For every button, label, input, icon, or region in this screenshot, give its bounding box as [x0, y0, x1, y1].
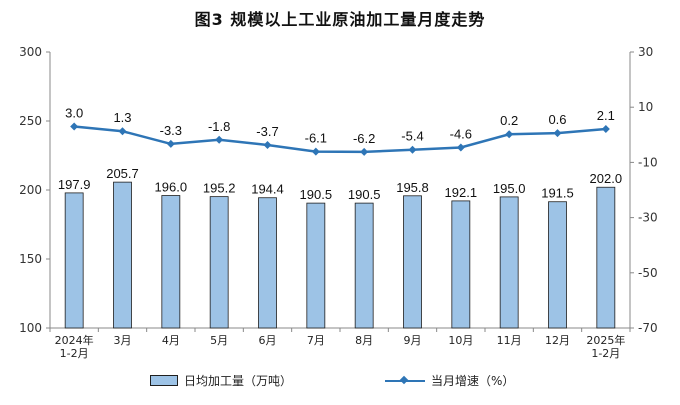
bar-value-label: 195.8: [396, 180, 429, 195]
growth-value-label: -1.8: [208, 119, 230, 134]
growth-marker: [456, 143, 465, 152]
growth-marker: [408, 145, 417, 154]
right-tick-label: -30: [638, 211, 658, 225]
x-tick-label: 9月: [404, 334, 422, 347]
bar: [209, 196, 229, 329]
left-tick-label: 300: [19, 45, 42, 59]
x-tick-label-line: 5月: [210, 334, 228, 347]
right-tick-label: -70: [638, 321, 658, 335]
bar: [258, 197, 277, 329]
legend-line-label: 当月增速（%）: [431, 374, 515, 388]
x-tick-label-line: 11月: [497, 334, 522, 347]
left-tick-label: 250: [19, 114, 42, 128]
x-tick-label: 8月: [355, 334, 373, 347]
bar: [306, 202, 326, 329]
x-tick-label: 12月: [545, 334, 570, 347]
bar-value-label: 194.4: [251, 182, 284, 197]
bar-value-label: 197.9: [58, 177, 91, 192]
right-tick-label: 30: [638, 45, 653, 59]
growth-marker: [70, 122, 79, 131]
x-tick-label-line: 12月: [545, 334, 570, 347]
growth-value-label: -6.1: [305, 131, 327, 146]
legend-line-swatch: [385, 376, 425, 386]
bar-value-label: 205.7: [106, 166, 139, 181]
x-tick-label: 10月: [448, 334, 473, 347]
bar-value-label: 190.5: [348, 187, 381, 202]
growth-marker: [360, 147, 369, 156]
bar-value-label: 192.1: [445, 185, 478, 200]
growth-value-label: -3.7: [256, 124, 278, 139]
left-tick-label: 150: [19, 252, 42, 266]
bar-value-label: 195.2: [203, 181, 236, 196]
left-tick-label: 100: [19, 321, 42, 335]
x-tick-label: 11月: [497, 334, 522, 347]
bar: [354, 202, 374, 329]
bar: [64, 192, 84, 329]
bar-value-label: 195.0: [493, 181, 526, 196]
legend-bar-item: 日均加工量（万吨）: [150, 372, 292, 389]
x-tick-label: 2024年 1-2月: [55, 333, 94, 360]
x-tick-label-line: 10月: [448, 334, 473, 347]
legend-bar-swatch: [150, 375, 178, 386]
growth-value-label: -6.2: [353, 131, 375, 146]
x-tick-label: 3月: [114, 334, 132, 347]
growth-marker: [311, 147, 320, 156]
x-tick-label: 2025年 1-2月: [586, 333, 625, 360]
growth-marker: [553, 129, 562, 138]
x-tick-label-line: 2025年: [586, 333, 625, 347]
x-tick-label-line: 1-2月: [591, 347, 620, 360]
growth-marker: [118, 127, 127, 136]
x-tick-label: 7月: [307, 334, 325, 347]
growth-marker: [215, 135, 224, 144]
bar-value-label: 196.0: [155, 180, 188, 195]
x-tick-label-line: 2024年: [55, 333, 94, 347]
growth-value-label: 2.1: [597, 108, 615, 123]
bar: [161, 195, 181, 329]
x-tick-label-line: 7月: [307, 334, 325, 347]
growth-value-label: -3.3: [160, 123, 182, 138]
growth-value-label: 1.3: [113, 110, 131, 125]
left-tick-label: 200: [19, 183, 42, 197]
bar-value-label: 202.0: [590, 171, 623, 186]
x-tick-label: 6月: [259, 334, 277, 347]
bar: [113, 181, 132, 329]
x-tick-label: 5月: [210, 334, 228, 347]
growth-marker: [601, 125, 610, 134]
growth-line: [74, 125, 606, 154]
x-tick-label-line: 9月: [404, 334, 422, 347]
growth-marker: [166, 139, 175, 148]
growth-marker: [263, 141, 272, 150]
x-tick-label-line: 4月: [162, 334, 180, 347]
right-tick-label: -10: [638, 155, 658, 169]
x-tick-label-line: 8月: [355, 334, 373, 347]
bar: [451, 200, 471, 329]
bar: [403, 195, 422, 329]
right-tick-label: 10: [638, 100, 653, 114]
growth-marker: [505, 130, 514, 139]
chart-title: 图3 规模以上工业原油加工量月度走势: [194, 10, 486, 29]
bar: [596, 186, 616, 329]
bar: [548, 201, 567, 329]
legend-bar-label: 日均加工量（万吨）: [184, 374, 293, 388]
growth-value-label: -5.4: [401, 129, 423, 144]
x-tick-label-line: 3月: [114, 334, 132, 347]
growth-value-label: 0.6: [548, 112, 566, 127]
bar-value-label: 190.5: [300, 187, 333, 202]
x-tick-label-line: 1-2月: [60, 347, 89, 360]
x-tick-label-line: 6月: [259, 334, 277, 347]
bar-value-label: 191.5: [541, 186, 574, 201]
growth-value-label: 3.0: [65, 106, 83, 121]
right-tick-label: -50: [638, 266, 658, 280]
legend-line-item: 当月增速（%）: [385, 372, 514, 389]
x-tick-label: 4月: [162, 334, 180, 347]
growth-value-label: -4.6: [450, 126, 472, 141]
bar: [499, 196, 519, 329]
growth-value-label: 0.2: [500, 113, 518, 128]
